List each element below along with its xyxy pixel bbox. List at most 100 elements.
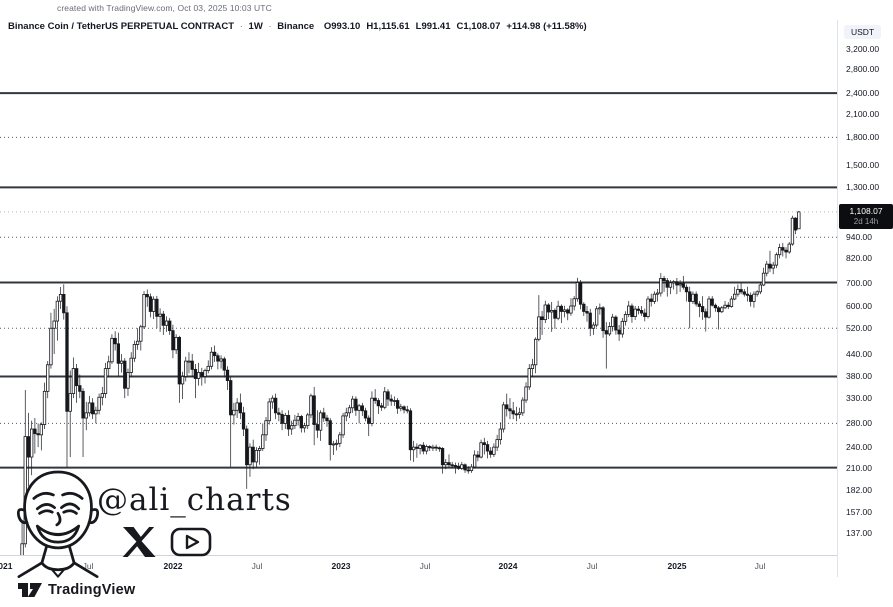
candle-body [415,446,419,449]
price-tick-label: 940.00 [846,232,872,243]
change-value: +114.98 (+11.58%) [506,21,587,32]
candle-body [168,320,172,332]
candle-body [659,278,663,294]
candle-body [655,292,660,295]
candle-body [290,425,294,430]
candle-body [485,444,490,452]
candle-body [306,414,310,427]
candle-body [91,402,95,415]
last-price-badge: 1,108.07 2d 14h [839,203,893,229]
candle-body [225,369,230,381]
candle-body [399,406,403,409]
candle-body [97,396,101,411]
candle-body [501,404,506,430]
candle-body [453,465,458,467]
candle-body [123,360,127,389]
candle-body [33,428,37,435]
candle-body [768,263,772,269]
candle-body [135,340,140,345]
candle-body [293,419,297,427]
candle-body [761,272,766,286]
candle-body [585,311,589,314]
candle-body [444,462,448,466]
candle-body [508,408,512,412]
price-tick-label: 2,100.00 [846,108,880,119]
candle-body [184,360,188,377]
candle-body [283,415,287,424]
candle-body [296,416,300,421]
candle-body [691,293,695,302]
candle-body [447,462,451,466]
candle-body [129,357,133,373]
candle-body [630,305,634,317]
candle-body [733,293,737,300]
candle-body [517,412,522,415]
candle-body [386,391,390,400]
candle-body [495,439,499,448]
last-price-value: 1,108.07 [849,205,883,216]
candle-body [74,368,79,387]
candle-body [562,309,567,312]
ali-face-logo [16,470,100,578]
candle-body [566,309,570,314]
candle-body [460,464,464,469]
candle-body [87,402,92,414]
candle-body [119,360,124,364]
candle-body [553,310,557,319]
candle-body [322,412,326,419]
tradingview-footer[interactable]: TradingView [18,582,135,598]
candle-body [155,298,159,317]
candle-body [299,416,303,429]
time-axis-month-label: Jul [419,561,431,571]
separator-dot: · [239,21,243,32]
candle-body [704,311,708,318]
candle-body [212,351,217,357]
candle-body [325,417,329,422]
candle-body [312,395,316,425]
youtube-icon [170,527,212,557]
candle-body [611,316,615,327]
price-tick-label: 210.00 [846,462,872,473]
candle-body [42,390,47,425]
candle-body [550,310,554,313]
candle-body [755,291,759,295]
candle-body [23,436,27,545]
candle-body [787,243,791,253]
candle-body [383,391,387,408]
candle-body [65,312,69,412]
tradingview-logo-icon [18,582,42,597]
candle-body [572,298,576,307]
candle-body [707,298,711,318]
low-value: L991.41 [415,21,451,32]
candle-body [55,300,60,322]
candle-body [627,305,631,315]
candle-body [103,368,108,394]
candle-body [206,365,210,371]
price-tick-label: 1,800.00 [846,132,880,143]
time-axis-month-label: Jul [586,561,598,571]
candle-body [594,308,599,326]
time-axis-year-label: 2021 [0,561,13,571]
candle-body [376,400,381,407]
candle-body [578,282,583,305]
candle-body [347,407,352,414]
candle-body [58,294,63,302]
candle-body [688,291,692,302]
candle-body [739,289,743,293]
candle-body [49,327,53,366]
candle-body [556,305,560,319]
candle-body [257,448,262,451]
price-axis[interactable]: USDT 1,108.07 2d 14h 3,200.00 2,800.00 2,4… [837,20,893,577]
candle-body [623,314,628,322]
candle-body [94,409,98,415]
candle-body [797,211,801,230]
candle-body [315,424,320,431]
candle-body [248,446,252,466]
candle-body [652,293,657,302]
candle-body [280,413,284,424]
candle-body [639,310,644,314]
time-axis[interactable]: 2021 Jul 2022 Jul 2023 Jul 2024 Jul 2025 Jul [0,555,837,578]
chart-plot[interactable] [0,0,837,577]
candle-body [373,397,377,401]
candle-body [161,313,165,326]
